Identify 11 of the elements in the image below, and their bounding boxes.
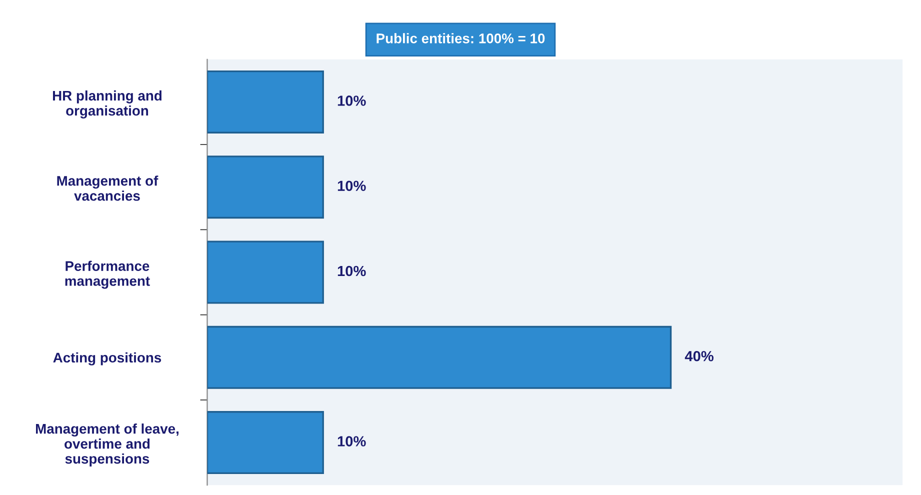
y-tick-label: Management of vacancies bbox=[57, 176, 158, 201]
data-label: 10% bbox=[338, 436, 366, 446]
data-label: 10% bbox=[338, 96, 366, 106]
y-tick-label: Acting positions bbox=[53, 352, 162, 366]
y-tick-label: HR planning and organisation bbox=[52, 90, 162, 118]
chart-title: Public entities: 100% = 10 bbox=[376, 33, 545, 44]
data-label: 10% bbox=[338, 266, 366, 276]
data-label: 10% bbox=[338, 180, 366, 192]
y-tick-label: Performance management bbox=[65, 260, 150, 289]
data-label: 40% bbox=[684, 350, 714, 362]
y-tick-label: Management of leave, overtime and suspensions bbox=[36, 424, 178, 466]
